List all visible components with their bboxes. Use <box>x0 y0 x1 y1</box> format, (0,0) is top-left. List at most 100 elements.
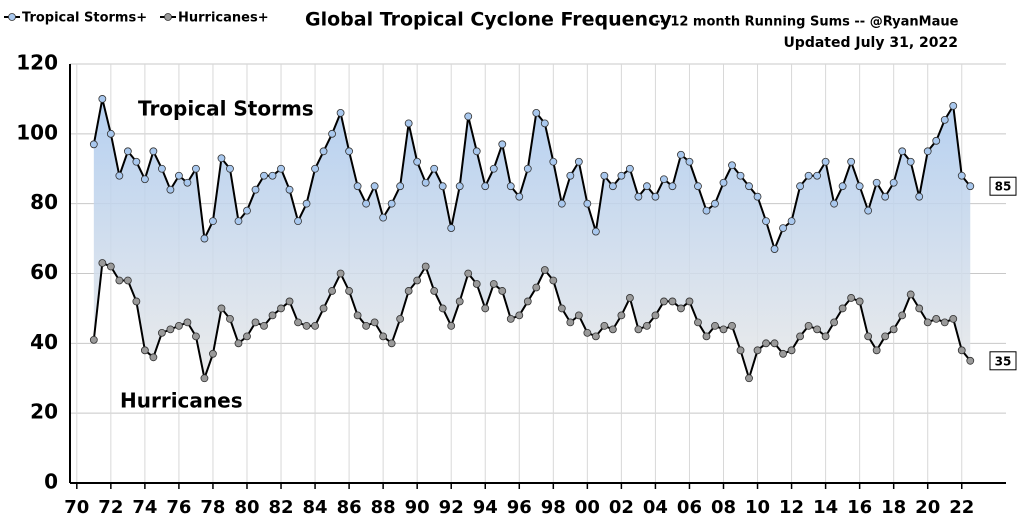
point <box>668 182 677 191</box>
point <box>728 161 736 170</box>
point <box>532 108 541 117</box>
x-tick-label: 84 <box>303 497 328 518</box>
point <box>685 157 694 166</box>
point <box>421 178 430 187</box>
point <box>736 346 745 355</box>
point <box>387 339 396 348</box>
point <box>192 164 200 173</box>
point <box>379 332 388 341</box>
point <box>447 321 456 330</box>
point <box>370 182 379 191</box>
point <box>166 185 175 194</box>
point <box>847 294 856 302</box>
point <box>455 182 464 191</box>
point <box>540 266 549 274</box>
point <box>566 318 575 327</box>
point <box>217 154 226 163</box>
point <box>694 318 702 327</box>
point <box>200 374 209 383</box>
point <box>328 287 336 295</box>
end-label-box <box>989 351 1017 371</box>
point <box>957 346 966 355</box>
point <box>583 199 592 208</box>
point <box>872 346 881 355</box>
point <box>838 304 847 313</box>
point <box>532 283 541 292</box>
point <box>966 356 975 365</box>
x-tick-label: 20 <box>915 497 940 518</box>
y-tick-label: 100 <box>16 120 58 144</box>
point <box>523 297 532 306</box>
point <box>260 171 268 180</box>
point <box>608 325 617 334</box>
point <box>889 178 898 187</box>
point <box>353 311 362 320</box>
point <box>209 217 217 226</box>
point <box>949 102 958 110</box>
point <box>226 164 234 173</box>
point <box>149 147 158 156</box>
point <box>98 95 107 103</box>
band-fill <box>93 98 971 379</box>
point <box>302 321 311 330</box>
point <box>294 217 302 226</box>
point <box>625 294 634 302</box>
x-tick-label: 82 <box>268 497 293 518</box>
point <box>940 318 949 327</box>
point <box>481 182 490 191</box>
point <box>847 157 856 166</box>
point <box>830 318 839 327</box>
point <box>294 318 302 327</box>
legend-marker <box>164 13 172 21</box>
point <box>906 290 915 299</box>
point <box>872 178 881 187</box>
point <box>481 304 490 313</box>
point <box>830 199 839 208</box>
chart-subtitle: -- 12 month Running Sums -- @RyanMaue <box>655 15 959 30</box>
x-tick-label: 10 <box>745 497 770 518</box>
point <box>711 321 719 330</box>
point <box>804 321 813 330</box>
point <box>813 325 821 334</box>
point <box>98 259 107 267</box>
x-tick-label: 88 <box>371 497 396 518</box>
point <box>506 182 515 191</box>
x-tick-label: 22 <box>949 497 974 518</box>
point <box>889 325 898 334</box>
point <box>89 140 98 149</box>
legend-marker <box>8 13 16 21</box>
point <box>209 349 217 358</box>
point <box>617 171 626 180</box>
x-tick-label: 16 <box>847 497 872 518</box>
x-tick-label: 70 <box>64 497 89 518</box>
point <box>285 297 294 306</box>
point <box>796 182 804 191</box>
point <box>855 182 864 191</box>
point <box>413 157 422 166</box>
point <box>132 157 141 166</box>
end-label: 35 <box>995 354 1012 368</box>
point <box>906 157 915 166</box>
point <box>115 171 124 180</box>
point <box>370 318 379 327</box>
point <box>438 304 447 313</box>
point <box>787 217 796 226</box>
point <box>719 325 728 334</box>
point <box>157 328 166 337</box>
x-tick-label: 06 <box>677 497 702 518</box>
point <box>702 206 711 215</box>
point <box>140 346 149 355</box>
point <box>183 178 192 187</box>
x-tick-label: 96 <box>507 497 532 518</box>
point <box>804 171 813 180</box>
point <box>855 297 864 306</box>
point <box>779 349 787 358</box>
x-tick-label: 04 <box>643 497 668 518</box>
chart-title: Global Tropical Cyclone Frequency <box>305 9 672 31</box>
point <box>719 178 728 187</box>
point <box>506 314 515 323</box>
point <box>881 332 890 341</box>
point <box>600 171 609 180</box>
point <box>362 321 371 330</box>
point <box>651 311 660 320</box>
